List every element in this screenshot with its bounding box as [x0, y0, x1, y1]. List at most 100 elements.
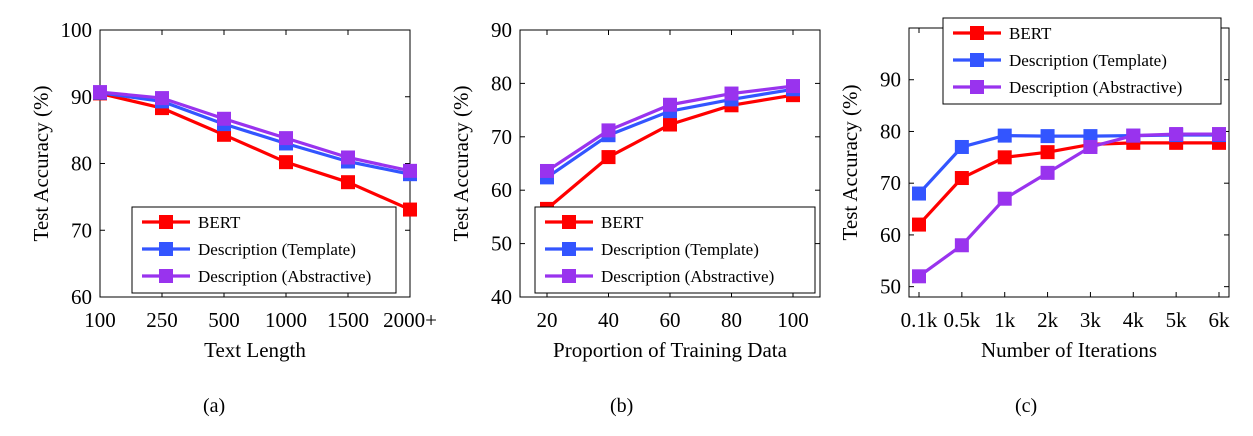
- data-point: [93, 85, 107, 100]
- data-point: [540, 163, 554, 178]
- x-tick-label: 1000: [265, 308, 307, 332]
- chart-panel-c: 50 60 70 80 90 0.1k 0.5k 1k 2k 3k 4k 5k 6k Number of …: [835, 0, 1253, 436]
- data-point: [997, 150, 1012, 165]
- data-point: [217, 111, 231, 126]
- chart-panel-b: 40 50 60 70 80 90 20 40 60 80 100 Proportion of Tra…: [425, 0, 845, 436]
- legend-label: Description (Abstractive): [198, 267, 371, 286]
- y-tick-label: 90: [880, 68, 901, 92]
- caption-a: (a): [203, 395, 226, 417]
- x-tick-label: 2k: [1037, 308, 1059, 332]
- chart-a-svg: 60 70 80 90 100 100 250 500 1000 1500 2000+ Text Le…: [29, 18, 437, 362]
- data-point: [997, 128, 1012, 143]
- legend-label: Description (Template): [198, 240, 356, 259]
- legend-a: BERT Description (Template) Description (A…: [131, 206, 397, 294]
- legend-label: BERT: [1009, 24, 1052, 43]
- legend-label: Description (Abstractive): [1009, 78, 1182, 97]
- x-tick-label: 500: [208, 308, 240, 332]
- series-line-2: [99, 91, 411, 176]
- y-tick-label: 50: [880, 275, 901, 299]
- x-tick-label: 1500: [327, 308, 369, 332]
- y-tick-label: 90: [71, 85, 92, 109]
- data-point: [1126, 128, 1141, 143]
- legend-label: Description (Template): [601, 240, 759, 259]
- chart-c-svg: 50 60 70 80 90 0.1k 0.5k 1k 2k 3k 4k 5k 6k Number of …: [838, 17, 1231, 362]
- data-point: [1169, 127, 1184, 142]
- data-point: [954, 139, 969, 154]
- chart-panel-a: 60 70 80 90 100 100 250 500 1000 1500 2000+ Text Le…: [0, 0, 450, 436]
- data-point: [1083, 129, 1098, 144]
- x-tick-label: 3k: [1080, 308, 1102, 332]
- x-tick-label: 40: [598, 308, 619, 332]
- legend-marker: [970, 53, 984, 67]
- legend-marker: [159, 269, 173, 283]
- x-tick-label: 6k: [1209, 308, 1231, 332]
- data-point: [786, 79, 800, 94]
- chart-b-svg: 40 50 60 70 80 90 20 40 60 80 100 Proportion of Tra…: [449, 18, 821, 362]
- data-point: [1040, 145, 1055, 160]
- y-tick-label: 80: [491, 71, 512, 95]
- y-axis-label: Test Accuracy (%): [449, 86, 473, 242]
- legend-marker: [562, 242, 576, 256]
- y-tick-label: 90: [491, 18, 512, 42]
- x-tick-label: 2000+: [383, 308, 437, 332]
- legend-label: Description (Abstractive): [601, 267, 774, 286]
- legend-b: BERT Description (Template) Description (A…: [534, 206, 816, 294]
- data-point: [997, 191, 1012, 206]
- data-point: [1083, 139, 1098, 154]
- y-tick-label: 60: [880, 223, 901, 247]
- x-tick-label: 0.5k: [943, 308, 980, 332]
- data-point: [601, 123, 616, 138]
- caption-c: (c): [1015, 395, 1038, 417]
- x-tick-label: 20: [537, 308, 558, 332]
- data-point: [279, 155, 293, 170]
- y-tick-label: 70: [71, 218, 92, 242]
- data-point: [155, 91, 169, 106]
- data-point: [663, 97, 677, 112]
- y-tick-label: 40: [491, 285, 512, 309]
- y-axis-label: Test Accuracy (%): [838, 85, 862, 241]
- data-point: [341, 150, 355, 165]
- y-tick-label: 60: [71, 285, 92, 309]
- x-tick-label: 100: [84, 308, 116, 332]
- legend-c: BERT Description (Template) Description (A…: [942, 17, 1222, 105]
- x-tick-label: 0.1k: [901, 308, 938, 332]
- legend-marker: [970, 80, 984, 94]
- series-line-3: [918, 132, 1219, 278]
- x-tick-label: 4k: [1123, 308, 1145, 332]
- x-tick-label: 80: [721, 308, 742, 332]
- data-point: [279, 131, 293, 146]
- data-point: [1040, 129, 1055, 144]
- series-line-3: [99, 90, 411, 173]
- data-point: [724, 86, 739, 101]
- data-point: [217, 127, 231, 142]
- x-tick-label: 5k: [1166, 308, 1188, 332]
- x-tick-label: 100: [777, 308, 809, 332]
- data-point: [1040, 165, 1055, 180]
- data-point: [912, 186, 926, 201]
- legend-marker: [562, 215, 576, 229]
- legend-marker: [159, 215, 173, 229]
- data-point: [403, 202, 417, 217]
- series-line-1: [917, 141, 1219, 226]
- y-tick-label: 70: [491, 125, 512, 149]
- x-tick-label: 1k: [994, 308, 1016, 332]
- data-point: [663, 117, 677, 132]
- legend-label: Description (Template): [1009, 51, 1167, 70]
- y-tick-label: 80: [71, 152, 92, 176]
- x-tick-label: 250: [146, 308, 178, 332]
- data-point: [954, 238, 969, 253]
- y-axis-label: Test Accuracy (%): [29, 86, 53, 242]
- caption-b: (b): [610, 395, 634, 417]
- series-line-1: [99, 91, 411, 212]
- y-tick-label: 80: [880, 119, 901, 143]
- legend-marker: [562, 269, 576, 283]
- data-point: [403, 163, 417, 178]
- data-point: [912, 217, 926, 232]
- x-tick-label: 60: [660, 308, 681, 332]
- data-point: [601, 150, 616, 165]
- data-point: [341, 175, 355, 190]
- y-tick-label: 100: [61, 18, 93, 42]
- data-point: [912, 269, 926, 284]
- x-axis-label: Text Length: [204, 338, 306, 362]
- legend-label: BERT: [601, 213, 644, 232]
